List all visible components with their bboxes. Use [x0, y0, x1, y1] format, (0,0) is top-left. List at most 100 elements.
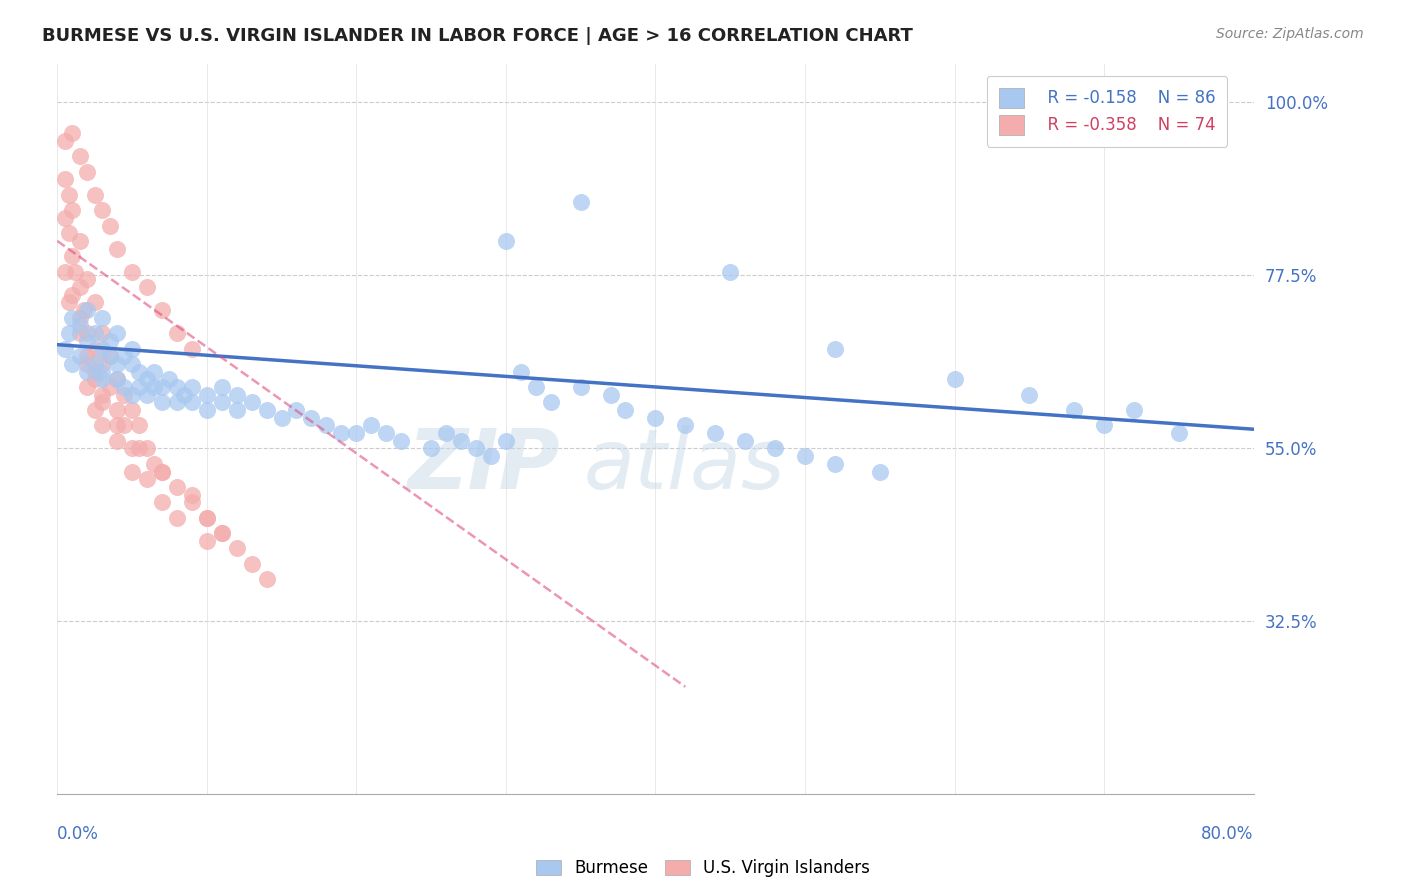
- Point: [128, 418, 150, 433]
- Point: [58, 226, 80, 240]
- Point: [540, 395, 562, 409]
- Point: [91, 387, 114, 401]
- Point: [76, 380, 98, 394]
- Point: [734, 434, 756, 448]
- Point: [315, 418, 337, 433]
- Point: [166, 326, 188, 340]
- Point: [180, 395, 202, 409]
- Point: [143, 365, 166, 379]
- Point: [211, 380, 233, 394]
- Point: [121, 465, 143, 479]
- Text: ZIP: ZIP: [408, 425, 560, 507]
- Point: [98, 349, 121, 363]
- Point: [524, 380, 547, 394]
- Point: [114, 380, 136, 394]
- Point: [943, 372, 966, 386]
- Point: [1018, 387, 1040, 401]
- Point: [69, 149, 91, 163]
- Point: [256, 572, 278, 586]
- Point: [420, 442, 443, 456]
- Point: [225, 541, 247, 556]
- Point: [450, 434, 472, 448]
- Point: [121, 403, 143, 417]
- Point: [135, 442, 157, 456]
- Point: [150, 465, 173, 479]
- Point: [330, 426, 353, 441]
- Point: [135, 387, 157, 401]
- Point: [105, 357, 128, 371]
- Point: [211, 395, 233, 409]
- Point: [69, 349, 91, 363]
- Point: [150, 303, 173, 318]
- Legend:   R = -0.158    N = 86,   R = -0.358    N = 74: R = -0.158 N = 86, R = -0.358 N = 74: [987, 76, 1227, 146]
- Point: [83, 403, 105, 417]
- Point: [1063, 403, 1085, 417]
- Point: [195, 387, 218, 401]
- Point: [105, 372, 128, 386]
- Point: [143, 457, 166, 471]
- Point: [704, 426, 727, 441]
- Point: [240, 557, 263, 571]
- Point: [121, 442, 143, 456]
- Point: [114, 349, 136, 363]
- Point: [76, 349, 98, 363]
- Point: [98, 334, 121, 348]
- Point: [763, 442, 786, 456]
- Point: [91, 372, 114, 386]
- Point: [344, 426, 367, 441]
- Point: [76, 303, 98, 318]
- Point: [76, 272, 98, 286]
- Point: [180, 487, 202, 501]
- Point: [69, 234, 91, 248]
- Point: [83, 372, 105, 386]
- Point: [157, 372, 180, 386]
- Point: [644, 410, 666, 425]
- Point: [98, 219, 121, 233]
- Point: [98, 349, 121, 363]
- Point: [240, 395, 263, 409]
- Point: [128, 380, 150, 394]
- Point: [76, 164, 98, 178]
- Point: [569, 380, 592, 394]
- Point: [69, 310, 91, 325]
- Point: [91, 326, 114, 340]
- Point: [824, 457, 846, 471]
- Point: [135, 280, 157, 294]
- Point: [135, 472, 157, 486]
- Point: [121, 265, 143, 279]
- Point: [1167, 426, 1189, 441]
- Point: [58, 295, 80, 310]
- Point: [105, 242, 128, 256]
- Point: [83, 326, 105, 340]
- Point: [495, 434, 517, 448]
- Text: Source: ZipAtlas.com: Source: ZipAtlas.com: [1216, 27, 1364, 41]
- Text: BURMESE VS U.S. VIRGIN ISLANDER IN LABOR FORCE | AGE > 16 CORRELATION CHART: BURMESE VS U.S. VIRGIN ISLANDER IN LABOR…: [42, 27, 912, 45]
- Point: [509, 365, 531, 379]
- Point: [69, 326, 91, 340]
- Point: [195, 510, 218, 524]
- Point: [256, 403, 278, 417]
- Point: [76, 365, 98, 379]
- Text: atlas: atlas: [583, 425, 785, 507]
- Point: [53, 134, 76, 148]
- Point: [166, 480, 188, 494]
- Point: [434, 426, 457, 441]
- Point: [166, 380, 188, 394]
- Point: [569, 195, 592, 210]
- Point: [166, 510, 188, 524]
- Point: [360, 418, 382, 433]
- Point: [60, 203, 83, 218]
- Point: [195, 403, 218, 417]
- Point: [143, 380, 166, 394]
- Point: [673, 418, 696, 433]
- Point: [76, 334, 98, 348]
- Point: [121, 342, 143, 356]
- Point: [1092, 418, 1115, 433]
- Point: [60, 287, 83, 301]
- Point: [53, 342, 76, 356]
- Point: [60, 357, 83, 371]
- Point: [150, 465, 173, 479]
- Point: [53, 265, 76, 279]
- Point: [76, 326, 98, 340]
- Point: [128, 365, 150, 379]
